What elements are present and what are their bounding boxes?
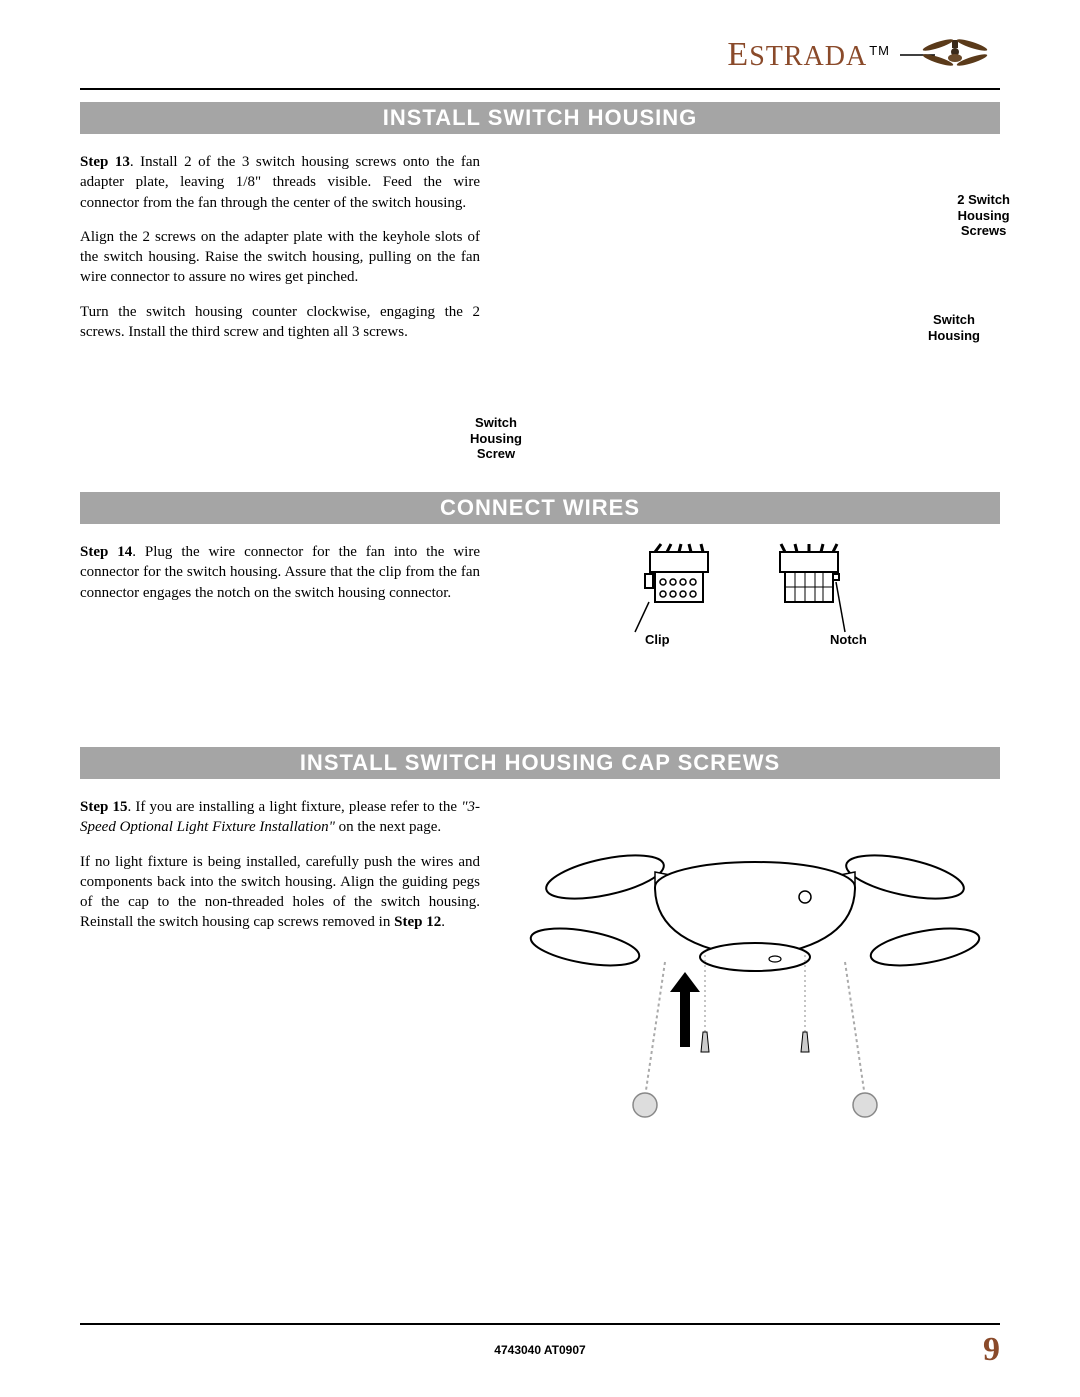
step14-label: Step 14	[80, 544, 132, 560]
section-bar-install-cap-screws: INSTALL SWITCH HOUSING CAP SCREWS	[80, 747, 1000, 779]
ceiling-fan-icon	[900, 30, 1000, 80]
brand-first-letter: E	[727, 36, 749, 73]
s1-p3: Turn the switch housing counter clockwis…	[80, 302, 480, 343]
s3-p1a: . If you are installing a light fixture,…	[127, 799, 461, 815]
brand-name: ESTRADATM	[727, 36, 890, 74]
document-id: 4743040 AT0907	[120, 1343, 960, 1357]
section3-text: Step 15. If you are installing a light f…	[80, 797, 480, 1132]
s3-p2: If no light fixture is being installed, …	[80, 852, 480, 933]
header: ESTRADATM	[80, 30, 1000, 80]
section-bar-connect-wires: CONNECT WIRES	[80, 492, 1000, 524]
footer-row: 4743040 AT0907 9	[80, 1331, 1000, 1369]
s2-p1: Step 14. Plug the wire connector for the…	[80, 542, 480, 603]
section1-text: Step 13. Install 2 of the 3 switch housi…	[80, 152, 480, 452]
s1-p1: Step 13. Install 2 of the 3 switch housi…	[80, 152, 480, 213]
s3-p2b: .	[441, 914, 445, 930]
callout-2-switch-housing-screws: 2 Switch Housing Screws	[957, 192, 1010, 239]
trademark: TM	[869, 43, 890, 58]
callout-switch-housing: Switch Housing	[928, 312, 980, 343]
section-bar-install-switch-housing: INSTALL SWITCH HOUSING	[80, 102, 1000, 134]
step15-label: Step 15	[80, 799, 127, 815]
s1-p1-rest: . Install 2 of the 3 switch housing scre…	[80, 154, 480, 211]
footer-rule	[80, 1323, 1000, 1325]
s2-p1-rest: . Plug the wire connector for the fan in…	[80, 544, 480, 601]
page-number: 9	[960, 1331, 1000, 1369]
section2-text: Step 14. Plug the wire connector for the…	[80, 542, 480, 687]
brand-rest: STRADA	[749, 41, 867, 72]
section1-content: Step 13. Install 2 of the 3 switch housi…	[80, 152, 1000, 452]
section3-content: Step 15. If you are installing a light f…	[80, 797, 1000, 1132]
section3-diagram	[510, 797, 1000, 1132]
s3-p2-bold: Step 12	[394, 914, 441, 930]
s3-p1: Step 15. If you are installing a light f…	[80, 797, 480, 838]
s3-p1b: on the next page.	[335, 819, 441, 835]
clip-label: Clip	[645, 632, 670, 647]
section2-content: Step 14. Plug the wire connector for the…	[80, 542, 1000, 687]
callout-switch-housing-screw: Switch Housing Screw	[470, 415, 522, 462]
wire-connector-diagram: Clip Notch	[510, 542, 1000, 682]
notch-label: Notch	[830, 632, 867, 647]
section1-diagram: 2 Switch Housing Screws Switch Housing S…	[510, 152, 1000, 452]
page: ESTRADATM INSTALL SWITCH HOUSING Step 13…	[0, 0, 1080, 1397]
step13-label: Step 13	[80, 154, 130, 170]
header-rule	[80, 88, 1000, 90]
s1-p2: Align the 2 screws on the adapter plate …	[80, 227, 480, 288]
fan-cap-diagram	[510, 797, 1000, 1127]
section2-diagram: Clip Notch	[510, 542, 1000, 687]
footer: 4743040 AT0907 9	[80, 1323, 1000, 1369]
